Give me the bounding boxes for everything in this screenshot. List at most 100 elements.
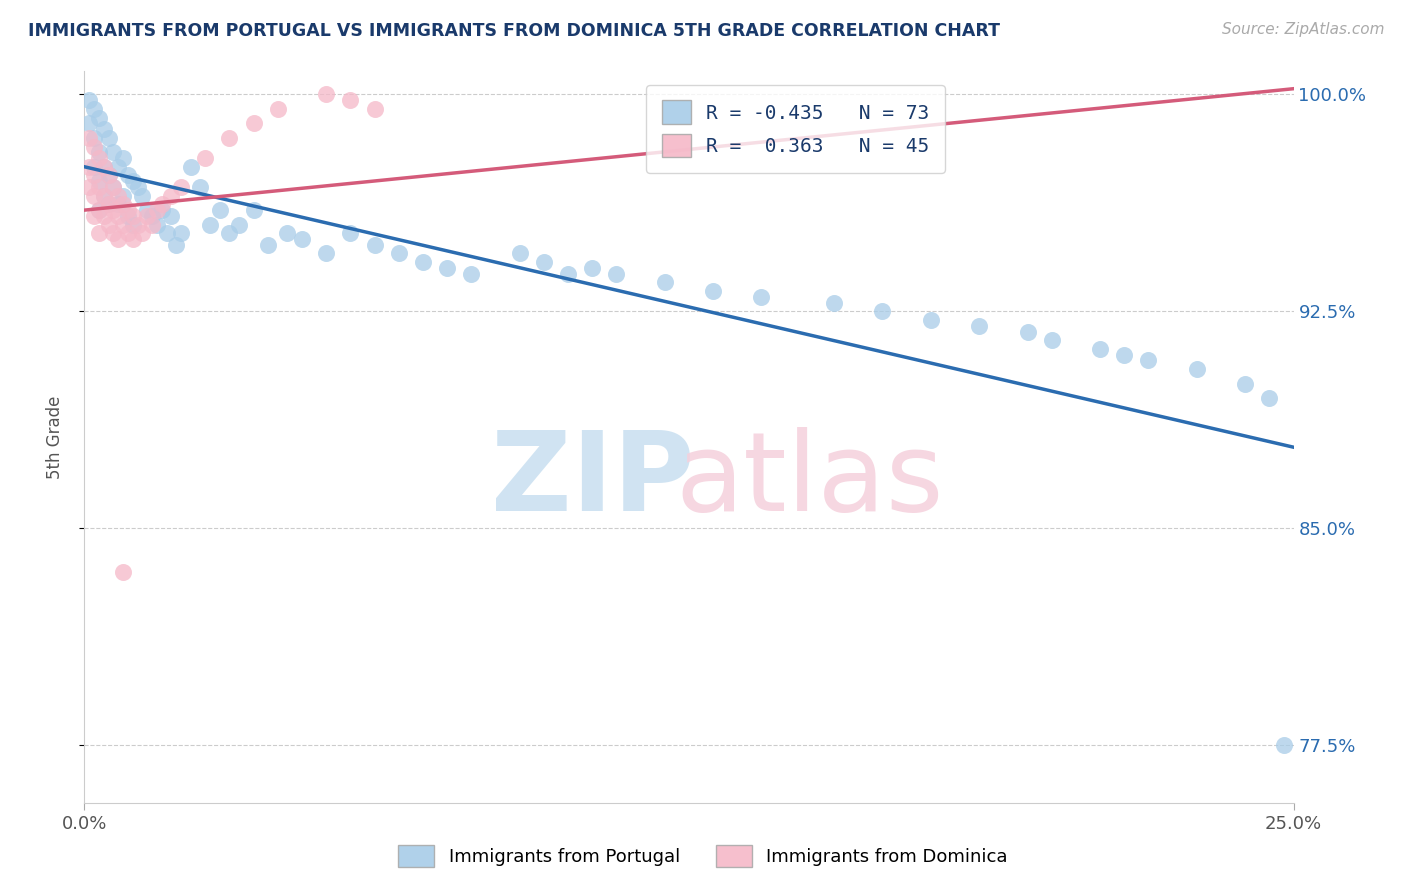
Point bbox=[103, 203, 125, 218]
Point bbox=[751, 290, 773, 304]
Point bbox=[136, 203, 159, 218]
Y-axis label: 5th Grade: 5th Grade bbox=[45, 395, 63, 479]
Point bbox=[121, 218, 143, 232]
Point bbox=[165, 237, 187, 252]
Point bbox=[198, 218, 221, 232]
Point bbox=[1040, 333, 1063, 347]
Point bbox=[208, 203, 231, 218]
Point bbox=[170, 227, 193, 241]
Point bbox=[194, 151, 217, 165]
Point bbox=[121, 174, 143, 188]
Point bbox=[533, 255, 555, 269]
Point bbox=[131, 227, 153, 241]
Point bbox=[872, 304, 894, 318]
Point bbox=[107, 188, 129, 202]
Text: atlas: atlas bbox=[676, 427, 943, 534]
Point bbox=[117, 169, 139, 183]
Point bbox=[315, 87, 337, 102]
Point bbox=[190, 180, 212, 194]
Point bbox=[83, 102, 105, 116]
Text: Source: ZipAtlas.com: Source: ZipAtlas.com bbox=[1222, 22, 1385, 37]
Point bbox=[87, 203, 110, 218]
Point bbox=[87, 203, 110, 218]
Point bbox=[121, 209, 143, 223]
Point bbox=[83, 209, 105, 223]
Point bbox=[1114, 348, 1136, 362]
Point bbox=[77, 93, 100, 107]
Point bbox=[150, 203, 173, 218]
Point bbox=[654, 276, 676, 290]
Point bbox=[1185, 362, 1208, 376]
Point bbox=[267, 102, 290, 116]
Point bbox=[155, 227, 177, 241]
Point bbox=[77, 116, 100, 130]
Point bbox=[87, 180, 110, 194]
Point bbox=[1272, 738, 1295, 752]
Point bbox=[107, 209, 129, 223]
Point bbox=[218, 227, 240, 241]
Point bbox=[103, 145, 125, 160]
Point bbox=[77, 180, 100, 194]
Point bbox=[460, 267, 482, 281]
Text: IMMIGRANTS FROM PORTUGAL VS IMMIGRANTS FROM DOMINICA 5TH GRADE CORRELATION CHART: IMMIGRANTS FROM PORTUGAL VS IMMIGRANTS F… bbox=[28, 22, 1000, 40]
Point bbox=[103, 180, 125, 194]
Point bbox=[112, 218, 135, 232]
Point bbox=[605, 267, 627, 281]
Point bbox=[1234, 376, 1257, 391]
Point bbox=[103, 180, 125, 194]
Point bbox=[127, 180, 149, 194]
Point bbox=[107, 197, 129, 211]
Point bbox=[112, 197, 135, 211]
Point bbox=[97, 197, 120, 211]
Point bbox=[180, 160, 202, 174]
Point bbox=[218, 131, 240, 145]
Point bbox=[107, 232, 129, 246]
Text: ZIP: ZIP bbox=[491, 427, 695, 534]
Point bbox=[93, 188, 115, 202]
Point bbox=[146, 218, 169, 232]
Point bbox=[83, 188, 105, 202]
Point bbox=[291, 232, 314, 246]
Point bbox=[228, 218, 250, 232]
Legend: Immigrants from Portugal, Immigrants from Dominica: Immigrants from Portugal, Immigrants fro… bbox=[391, 838, 1015, 874]
Point bbox=[363, 237, 385, 252]
Point bbox=[581, 260, 603, 275]
Point bbox=[160, 209, 183, 223]
Point bbox=[87, 111, 110, 125]
Point bbox=[170, 180, 193, 194]
Point bbox=[242, 116, 264, 130]
Point bbox=[93, 209, 115, 223]
Point bbox=[242, 203, 264, 218]
Point bbox=[823, 295, 845, 310]
Point bbox=[93, 160, 115, 174]
Point bbox=[276, 227, 298, 241]
Point bbox=[315, 246, 337, 260]
Point bbox=[127, 218, 149, 232]
Point bbox=[702, 284, 724, 298]
Point bbox=[87, 145, 110, 160]
Point bbox=[107, 160, 129, 174]
Point bbox=[97, 169, 120, 183]
Legend: R = -0.435   N = 73, R =  0.363   N = 45: R = -0.435 N = 73, R = 0.363 N = 45 bbox=[647, 85, 945, 173]
Point bbox=[97, 218, 120, 232]
Point bbox=[117, 227, 139, 241]
Point bbox=[1088, 342, 1111, 356]
Point bbox=[557, 267, 579, 281]
Point bbox=[136, 209, 159, 223]
Point bbox=[112, 565, 135, 579]
Point bbox=[83, 160, 105, 174]
Point bbox=[509, 246, 531, 260]
Point bbox=[339, 93, 361, 107]
Point bbox=[93, 188, 115, 202]
Point bbox=[1137, 353, 1160, 368]
Point bbox=[967, 318, 990, 333]
Point bbox=[363, 102, 385, 116]
Point bbox=[141, 209, 163, 223]
Point bbox=[93, 122, 115, 136]
Point bbox=[121, 232, 143, 246]
Point bbox=[87, 174, 110, 188]
Point bbox=[920, 313, 942, 327]
Point bbox=[83, 139, 105, 153]
Point bbox=[87, 151, 110, 165]
Point bbox=[112, 151, 135, 165]
